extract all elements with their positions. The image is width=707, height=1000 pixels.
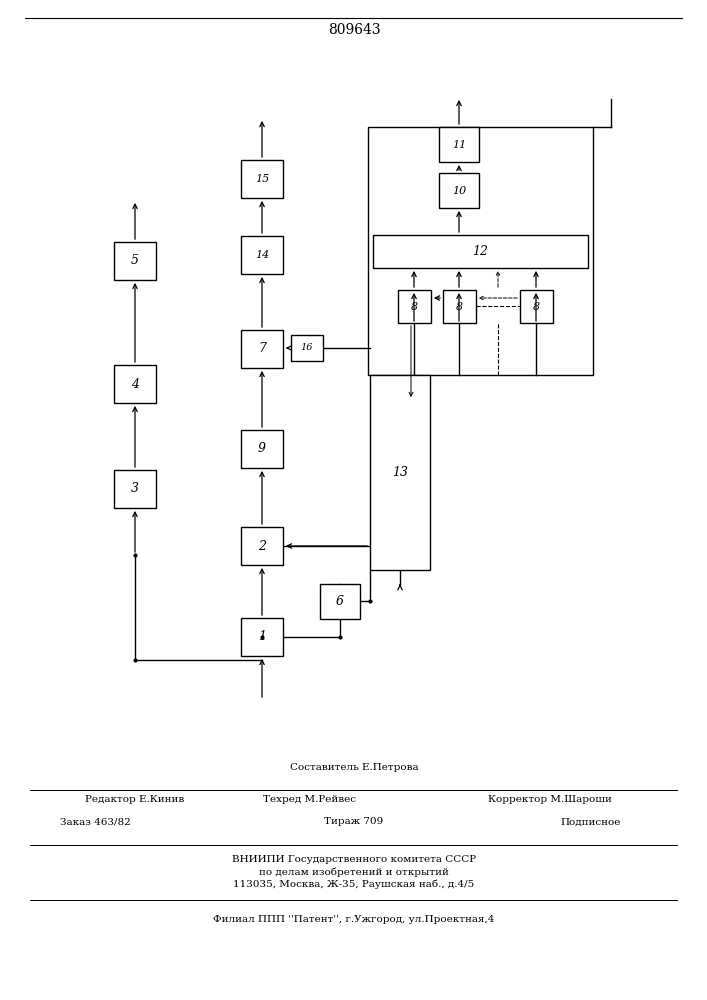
Text: Филиал ППП ''Патент'', г.Ужгород, ул.Проектная,4: Филиал ППП ''Патент'', г.Ужгород, ул.Про… (214, 916, 495, 924)
Text: 8: 8 (411, 302, 418, 312)
Bar (241, 527, 283, 565)
Bar (114, 365, 156, 403)
Bar (320, 584, 360, 619)
Bar (373, 235, 588, 268)
Bar (114, 242, 156, 280)
Bar (291, 335, 323, 361)
Text: Подписное: Подписное (560, 818, 620, 826)
Text: Корректор М.Шароши: Корректор М.Шароши (488, 796, 612, 804)
Text: 16: 16 (300, 344, 313, 353)
Text: Заказ 463/82: Заказ 463/82 (60, 818, 131, 826)
Text: 113035, Москва, Ж-35, Раушская наб., д.4/5: 113035, Москва, Ж-35, Раушская наб., д.4… (233, 879, 474, 889)
Text: 14: 14 (255, 250, 269, 260)
Text: 3: 3 (131, 483, 139, 495)
Text: 12: 12 (472, 245, 489, 258)
Text: 7: 7 (258, 342, 266, 356)
Text: 15: 15 (255, 174, 269, 184)
Bar (241, 236, 283, 274)
Text: 11: 11 (452, 139, 466, 149)
Bar (370, 375, 430, 570)
Text: 5: 5 (131, 254, 139, 267)
Bar (398, 290, 431, 323)
Text: 6: 6 (336, 595, 344, 608)
Bar (241, 160, 283, 198)
Text: 9: 9 (258, 442, 266, 456)
Bar (368, 127, 593, 375)
Bar (439, 127, 479, 162)
Bar (114, 470, 156, 508)
Text: 8: 8 (533, 302, 540, 312)
Text: Составитель Е.Петрова: Составитель Е.Петрова (290, 764, 419, 772)
Text: Техред М.Рейвес: Техред М.Рейвес (264, 796, 356, 804)
Text: 8: 8 (456, 302, 463, 312)
Bar (241, 430, 283, 468)
Bar (439, 173, 479, 208)
Text: 10: 10 (452, 186, 466, 196)
Text: 4: 4 (131, 377, 139, 390)
Text: Редактор Е.Кинив: Редактор Е.Кинив (85, 796, 185, 804)
Bar (443, 290, 476, 323)
Bar (241, 618, 283, 656)
Text: 1: 1 (258, 631, 266, 644)
Bar (241, 330, 283, 368)
Text: 2: 2 (258, 540, 266, 552)
Text: ВНИИПИ Государственного комитета СССР: ВНИИПИ Государственного комитета СССР (232, 856, 476, 864)
Text: Тираж 709: Тираж 709 (325, 818, 384, 826)
Bar (520, 290, 553, 323)
Text: 13: 13 (392, 466, 408, 479)
Text: 809643: 809643 (327, 23, 380, 37)
Text: по делам изобретений и открытий: по делам изобретений и открытий (259, 867, 449, 877)
